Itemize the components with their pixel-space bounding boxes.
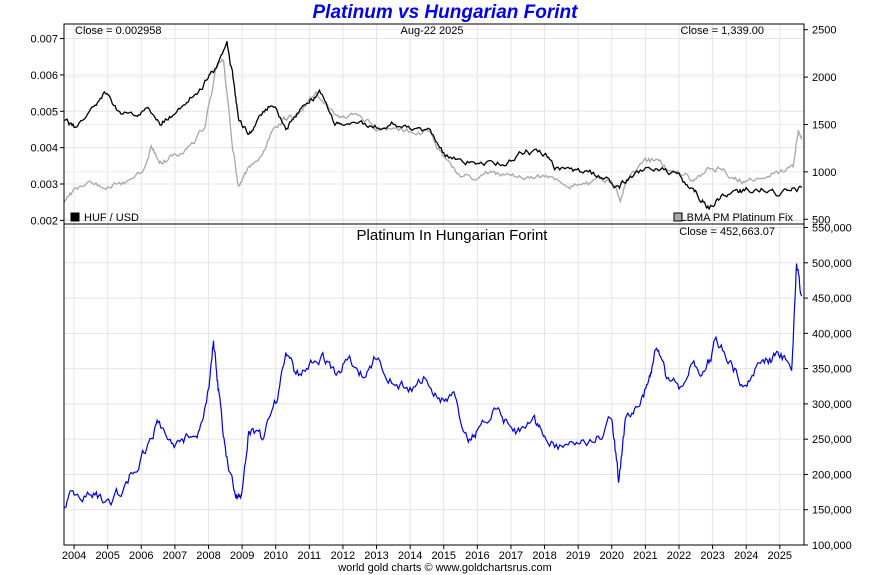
bottom-right-tick-label-550,000: 550,000 (812, 223, 852, 235)
top-left-tick-label-0.002: 0.002 (30, 215, 58, 227)
tick-labels: 2004 2005 2006 2007 2008 2009 2010 2011 2012 2013… (30, 25, 851, 562)
bottom-panel-frame (63, 223, 805, 546)
bottom-right-tick-label-450,000: 450,000 (812, 293, 852, 305)
top-panel-series (63, 41, 803, 211)
x-tick-label-2009: 2009 (230, 550, 254, 562)
series-line-platinum-huf (63, 263, 803, 509)
legend-swatch-platinum (673, 212, 683, 222)
x-tick-label-2013: 2013 (364, 550, 388, 562)
x-tick-label-2011: 2011 (297, 550, 321, 562)
top-left-close-label: Close = 0.002958 (75, 25, 162, 37)
x-tick-label-2025: 2025 (768, 550, 792, 562)
top-left-tick-label-0.005: 0.005 (30, 106, 58, 118)
legend-label-huf-usd: HUF / USD (84, 212, 139, 224)
x-tick-label-2017: 2017 (499, 550, 523, 562)
top-right-tick-label-2500: 2500 (812, 25, 836, 37)
bottom-right-tick-label-350,000: 350,000 (812, 364, 852, 376)
bottom-right-tick-label-200,000: 200,000 (812, 469, 852, 481)
top-left-tick-label-0.004: 0.004 (30, 143, 58, 155)
bottom-right-tick-label-500,000: 500,000 (812, 258, 852, 270)
bottom-right-tick-label-100,000: 100,000 (812, 540, 852, 552)
footer-credit: world gold charts © www.goldchartsrus.co… (338, 562, 552, 574)
top-date-label: Aug-22 2025 (401, 25, 464, 37)
top-right-tick-label-1000: 1000 (812, 167, 836, 179)
bottom-panel-grid (64, 224, 804, 546)
top-right-tick-label-2000: 2000 (812, 72, 836, 84)
x-tick-label-2014: 2014 (398, 550, 422, 562)
x-tick-label-2016: 2016 (465, 550, 489, 562)
series-line-platinum (63, 58, 803, 204)
x-tick-label-2005: 2005 (95, 550, 119, 562)
x-tick-label-2021: 2021 (633, 550, 657, 562)
series-line-huf-usd (63, 41, 803, 211)
top-left-tick-label-0.003: 0.003 (30, 179, 58, 191)
legend-label-platinum: LBMA PM Platinum Fix (681, 212, 794, 224)
x-tick-label-2022: 2022 (667, 550, 691, 562)
x-tick-label-2008: 2008 (196, 550, 220, 562)
axes (60, 23, 808, 549)
bottom-right-tick-label-300,000: 300,000 (812, 399, 852, 411)
bottom-right-tick-label-150,000: 150,000 (812, 505, 852, 517)
x-tick-label-2004: 2004 (62, 550, 86, 562)
x-tick-label-2010: 2010 (263, 550, 287, 562)
bottom-panel-series (63, 263, 803, 509)
top-right-tick-label-1500: 1500 (812, 119, 836, 131)
legend-swatch-huf-usd (70, 212, 80, 222)
top-right-close-label: Close = 1,339.00 (681, 25, 764, 37)
x-tick-label-2019: 2019 (566, 550, 590, 562)
chart-title: Platinum vs Hungarian Forint (312, 2, 578, 23)
x-tick-label-2023: 2023 (700, 550, 724, 562)
bottom-right-tick-label-400,000: 400,000 (812, 328, 852, 340)
bottom-right-close-label: Close = 452,663.07 (679, 226, 775, 238)
x-tick-label-2018: 2018 (532, 550, 556, 562)
bottom-right-tick-label-250,000: 250,000 (812, 434, 852, 446)
top-panel-grid (64, 24, 804, 224)
x-tick-label-2006: 2006 (129, 550, 153, 562)
x-tick-label-2007: 2007 (163, 550, 187, 562)
x-tick-label-2020: 2020 (600, 550, 624, 562)
top-left-tick-label-0.007: 0.007 (30, 34, 58, 46)
top-left-tick-label-0.006: 0.006 (30, 70, 58, 82)
x-tick-label-2012: 2012 (331, 550, 355, 562)
x-tick-label-2024: 2024 (734, 550, 758, 562)
top-right-tick-label-500: 500 (812, 214, 830, 226)
x-tick-label-2015: 2015 (432, 550, 456, 562)
bottom-panel-title: Platinum In Hungarian Forint (357, 227, 549, 244)
